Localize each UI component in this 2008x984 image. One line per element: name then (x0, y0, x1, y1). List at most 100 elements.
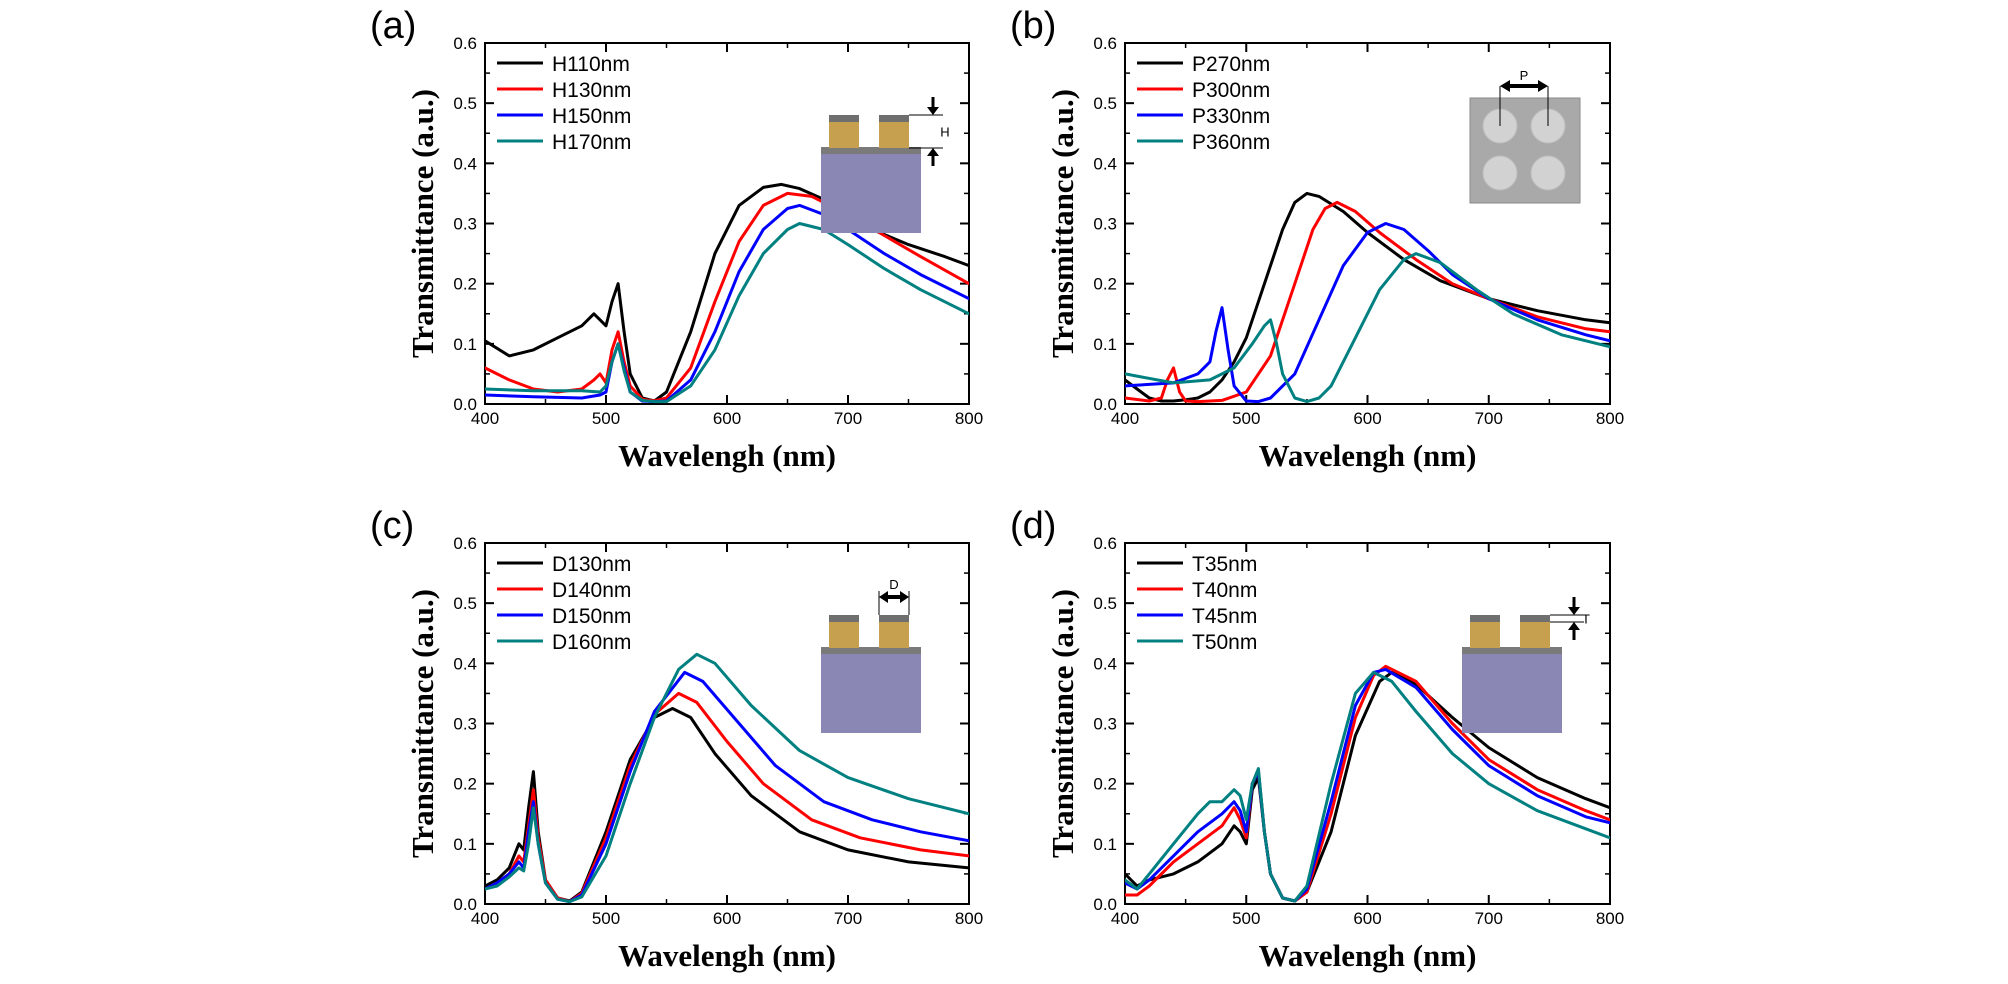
y-tick-label: 0.0 (1093, 395, 1117, 414)
inset-layer (821, 647, 921, 654)
x-tick-label: 600 (1353, 409, 1381, 428)
chart-panel-c: (c) 400 500 600 700 800 0.0 0.1 0.2 0.3 0.4 0.5 0.6 W… (370, 505, 983, 973)
inset-arrowhead (1538, 80, 1548, 92)
series-line-P360nm (1125, 252, 1610, 404)
inset-dimension-label: H (940, 125, 949, 140)
inset-dimension-label: T (1582, 612, 1590, 627)
inset-disk (1482, 155, 1518, 191)
y-tick-label: 0.5 (453, 94, 477, 113)
inset-substrate (1469, 97, 1581, 204)
inset-pillar (879, 621, 909, 648)
inset-substrate (821, 153, 921, 233)
panel-label: (c) (370, 505, 414, 547)
y-tick-label: 0.2 (1093, 275, 1117, 294)
inset-pillar (829, 621, 859, 648)
inset-pillar (1470, 621, 1500, 648)
inset-schematic-3: D (821, 577, 921, 733)
x-tick-label: 700 (834, 909, 862, 928)
y-tick-label: 0.3 (453, 715, 477, 734)
y-tick-label: 0.5 (1093, 594, 1117, 613)
legend-label: P360nm (1192, 131, 1270, 154)
legend: P270nm P300nm P330nm P360nm (1137, 53, 1270, 154)
x-tick-label: 700 (1475, 409, 1503, 428)
y-tick-label: 0.0 (1093, 895, 1117, 914)
y-tick-label: 0.6 (1093, 534, 1117, 553)
series-line-H150nm (485, 203, 969, 404)
legend: T35nm T40nm T45nm T50nm (1137, 553, 1257, 654)
chart-panel-a: (a) 400 500 600 700 800 0.0 0.1 0.2 0.3 0.4 0.5 0.6 W… (370, 5, 983, 473)
inset-arrowhead (900, 591, 909, 603)
x-tick-label: 500 (1232, 909, 1260, 928)
x-tick-label: 800 (1596, 909, 1624, 928)
y-tick-label: 0.6 (453, 34, 477, 53)
inset-pillar-cap (829, 115, 859, 122)
y-axis-title: Transmittance (a.u.) (1045, 589, 1080, 858)
series-group (485, 652, 969, 904)
y-tick-label: 0.5 (453, 594, 477, 613)
legend-label: T50nm (1192, 631, 1257, 654)
x-tick-label: 800 (955, 409, 983, 428)
x-tick-label: 700 (1475, 909, 1503, 928)
series-line-P270nm (1125, 191, 1610, 403)
y-tick-label: 0.4 (1093, 654, 1117, 673)
y-tick-label: 0.2 (453, 275, 477, 294)
inset-schematic-4: T (1462, 597, 1590, 733)
x-tick-label: 800 (1596, 409, 1624, 428)
legend-label: D150nm (552, 605, 631, 628)
inset-substrate (821, 653, 921, 733)
panel-label: (b) (1010, 5, 1056, 47)
y-tick-label: 0.3 (453, 215, 477, 234)
x-axis-title: Wavelengh (nm) (1259, 938, 1477, 973)
y-tick-label: 0.4 (453, 154, 477, 173)
inset-pillar-cap (879, 615, 909, 622)
inset-arrowhead (927, 148, 939, 156)
inset-arrowhead (1568, 607, 1580, 615)
inset-pillar (829, 121, 859, 148)
inset-disk (1530, 155, 1566, 191)
legend-label: T40nm (1192, 579, 1257, 602)
legend-label: D160nm (552, 631, 631, 654)
series-line-P300nm (1125, 200, 1610, 404)
x-tick-label: 400 (1111, 409, 1139, 428)
y-tick-label: 0.1 (453, 335, 477, 354)
y-tick-label: 0.0 (453, 895, 477, 914)
x-tick-label: 600 (1353, 909, 1381, 928)
inset-pillar-cap (879, 115, 909, 122)
series-line-D130nm (485, 707, 969, 903)
chart-panel-b: (b) 400 500 600 700 800 0.0 0.1 0.2 0.3 0.4 0.5 0.6 W… (1010, 5, 1624, 473)
inset-pillar-cap (1470, 615, 1500, 622)
x-tick-label: 600 (713, 409, 741, 428)
inset-arrowhead (1500, 80, 1510, 92)
inset-dimension-label: P (1520, 68, 1529, 83)
inset-substrate (1462, 653, 1562, 733)
legend: H110nm H130nm H150nm H170nm (497, 53, 631, 154)
legend: D130nm D140nm D150nm D160nm (497, 553, 631, 654)
inset-dimension-label: D (889, 577, 898, 592)
series-group (1125, 664, 1610, 903)
legend-label: T35nm (1192, 553, 1257, 576)
y-axis-title: Transmittance (a.u.) (405, 89, 440, 358)
series-line-H170nm (485, 222, 969, 404)
panel-label: (a) (370, 5, 416, 47)
panel-label: (d) (1010, 505, 1056, 547)
inset-schematic-2: P (1469, 68, 1581, 204)
inset-arrowhead (927, 107, 939, 115)
legend-label: P270nm (1192, 53, 1270, 76)
y-tick-label: 0.2 (453, 775, 477, 794)
legend-label: P300nm (1192, 79, 1270, 102)
inset-pillar (879, 121, 909, 148)
legend-label: P330nm (1192, 105, 1270, 128)
y-tick-label: 0.3 (1093, 715, 1117, 734)
x-tick-label: 400 (471, 909, 499, 928)
chart-panel-d: (d) 400 500 600 700 800 0.0 0.1 0.2 0.3 0.4 0.5 0.6 W… (1010, 505, 1624, 973)
y-axis-title: Transmittance (a.u.) (405, 589, 440, 858)
y-tick-label: 0.4 (453, 654, 477, 673)
y-tick-label: 0.3 (1093, 215, 1117, 234)
y-tick-label: 0.0 (453, 395, 477, 414)
inset-arrowhead (879, 591, 888, 603)
y-tick-label: 0.2 (1093, 775, 1117, 794)
y-tick-label: 0.4 (1093, 154, 1117, 173)
y-tick-label: 0.5 (1093, 94, 1117, 113)
x-axis-title: Wavelengh (nm) (618, 438, 836, 473)
